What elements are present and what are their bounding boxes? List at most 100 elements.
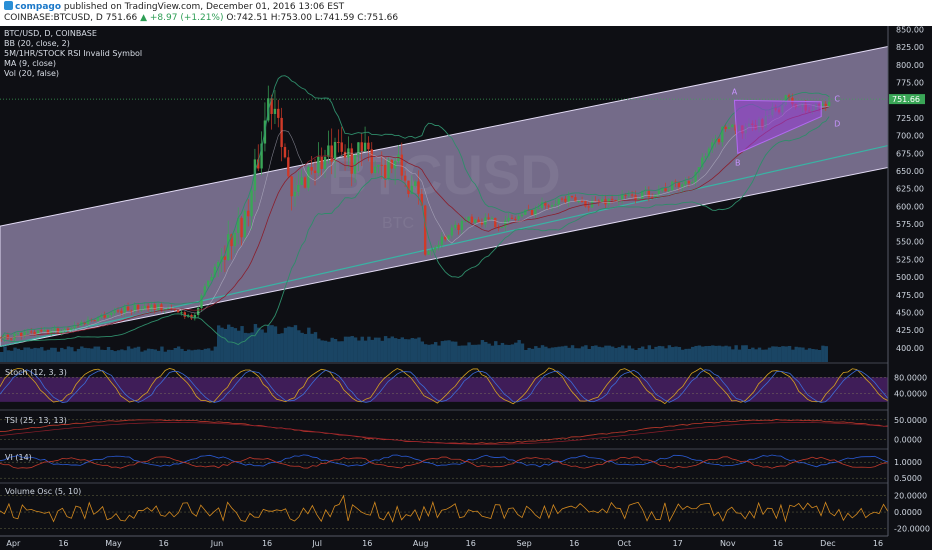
- price-tick-label: 450.00: [896, 308, 924, 317]
- volume-bar: [647, 345, 652, 362]
- volume-bar: [203, 348, 208, 362]
- symbol-label: COINBASE:BTCUSD, D: [4, 13, 103, 23]
- volume-bar: [36, 348, 41, 362]
- candle-body: [93, 320, 96, 322]
- volume-bar: [537, 347, 541, 362]
- price-badge: [889, 94, 925, 105]
- candle-body: [307, 166, 310, 188]
- volume-bar: [26, 347, 31, 362]
- candle-body: [827, 101, 831, 107]
- volume-bar: [387, 338, 391, 362]
- volume-bar: [751, 347, 755, 362]
- volume-bar: [704, 346, 708, 362]
- candle-body: [444, 236, 447, 240]
- candle-body: [647, 189, 651, 198]
- volume-bar: [417, 337, 421, 362]
- volume-bar: [66, 346, 71, 362]
- volume-bar: [327, 341, 331, 362]
- candle-body: [390, 159, 393, 169]
- candle-body: [190, 314, 193, 319]
- volume-bar: [674, 346, 678, 362]
- candle-body: [113, 310, 116, 313]
- pane-tick-label: 1.0000: [894, 458, 922, 467]
- volume-bars: [0, 324, 828, 362]
- volume-bar: [747, 349, 752, 362]
- volume-bar: [470, 344, 475, 362]
- volume-bar: [410, 338, 415, 362]
- volume-bar: [757, 347, 762, 362]
- volume-bar: [423, 344, 428, 362]
- price-change: ▲ +8.97 (+1.21%): [140, 13, 224, 23]
- volume-bar: [373, 337, 378, 362]
- time-tick-label: Apr: [6, 539, 21, 548]
- candle-body: [357, 142, 360, 155]
- candle-body: [417, 181, 420, 194]
- volume-bar: [146, 348, 151, 362]
- volume-bar: [290, 327, 294, 362]
- candle-body: [597, 200, 600, 202]
- volume-bar: [574, 348, 578, 362]
- candle-body: [387, 159, 390, 179]
- candle-body: [290, 176, 293, 197]
- volume-bar: [440, 341, 445, 362]
- candle-body: [353, 154, 357, 174]
- volume-bar: [560, 346, 565, 362]
- candle-body: [103, 314, 106, 318]
- pane-tick-label: 20.0000: [894, 492, 927, 501]
- volume-bar: [130, 348, 134, 362]
- candle-body: [300, 177, 303, 186]
- candle-body: [210, 277, 213, 281]
- volume-bar: [156, 350, 161, 362]
- volume-bar: [824, 346, 828, 362]
- time-tick-label: Nov: [720, 539, 736, 548]
- candle-body: [216, 262, 220, 267]
- panel-title-volosc: Volume Osc (5, 10): [5, 487, 82, 496]
- volume-bar: [80, 346, 84, 362]
- pane-tick-label: 80.0000: [894, 373, 927, 382]
- pane-tick-label: 40.0000: [894, 390, 927, 399]
- candle-body: [206, 280, 210, 287]
- volume-bar: [96, 346, 101, 362]
- volume-bar: [500, 342, 505, 362]
- volume-bar: [380, 340, 384, 362]
- candle-body: [400, 154, 404, 176]
- volume-bar: [183, 351, 188, 362]
- volume-bar: [153, 349, 157, 362]
- price-axis-bg: [888, 26, 932, 550]
- candle-body: [373, 166, 377, 173]
- legend-entry: 5M/1HR/STOCK RSI Invalid Symbol: [4, 49, 143, 58]
- author-link[interactable]: compago: [15, 2, 62, 12]
- candle-body: [130, 310, 133, 312]
- candle-body: [30, 331, 33, 333]
- candle-body: [667, 190, 671, 192]
- volume-bar: [610, 346, 615, 362]
- candle-body: [46, 330, 50, 334]
- candle-body: [320, 156, 323, 169]
- candle-body: [671, 181, 674, 191]
- price-tick-label: 425.00: [896, 326, 924, 335]
- volume-bar: [494, 341, 498, 362]
- volume-bar: [283, 327, 288, 362]
- volume-bar: [73, 351, 77, 362]
- volume-bar: [544, 346, 548, 362]
- candle-body: [16, 333, 20, 335]
- candle-body: [230, 234, 233, 247]
- candle-body: [26, 331, 30, 333]
- candle-body: [126, 306, 130, 311]
- candle-body: [517, 216, 520, 220]
- time-tick-label: Jul: [311, 539, 322, 548]
- watermark-text: BTCUSD: [327, 143, 560, 206]
- volume-bar: [210, 350, 214, 362]
- candle-body: [243, 210, 247, 238]
- volume-bar: [467, 342, 471, 362]
- volume-bar: [727, 346, 732, 362]
- candle-body: [250, 190, 253, 217]
- candle-body: [110, 312, 113, 315]
- candle-body: [500, 226, 504, 228]
- candle-body: [10, 338, 13, 340]
- volume-bar: [400, 337, 405, 362]
- volume-bar: [741, 345, 745, 362]
- candle-body: [447, 235, 450, 240]
- time-tick-label: 16: [569, 539, 579, 548]
